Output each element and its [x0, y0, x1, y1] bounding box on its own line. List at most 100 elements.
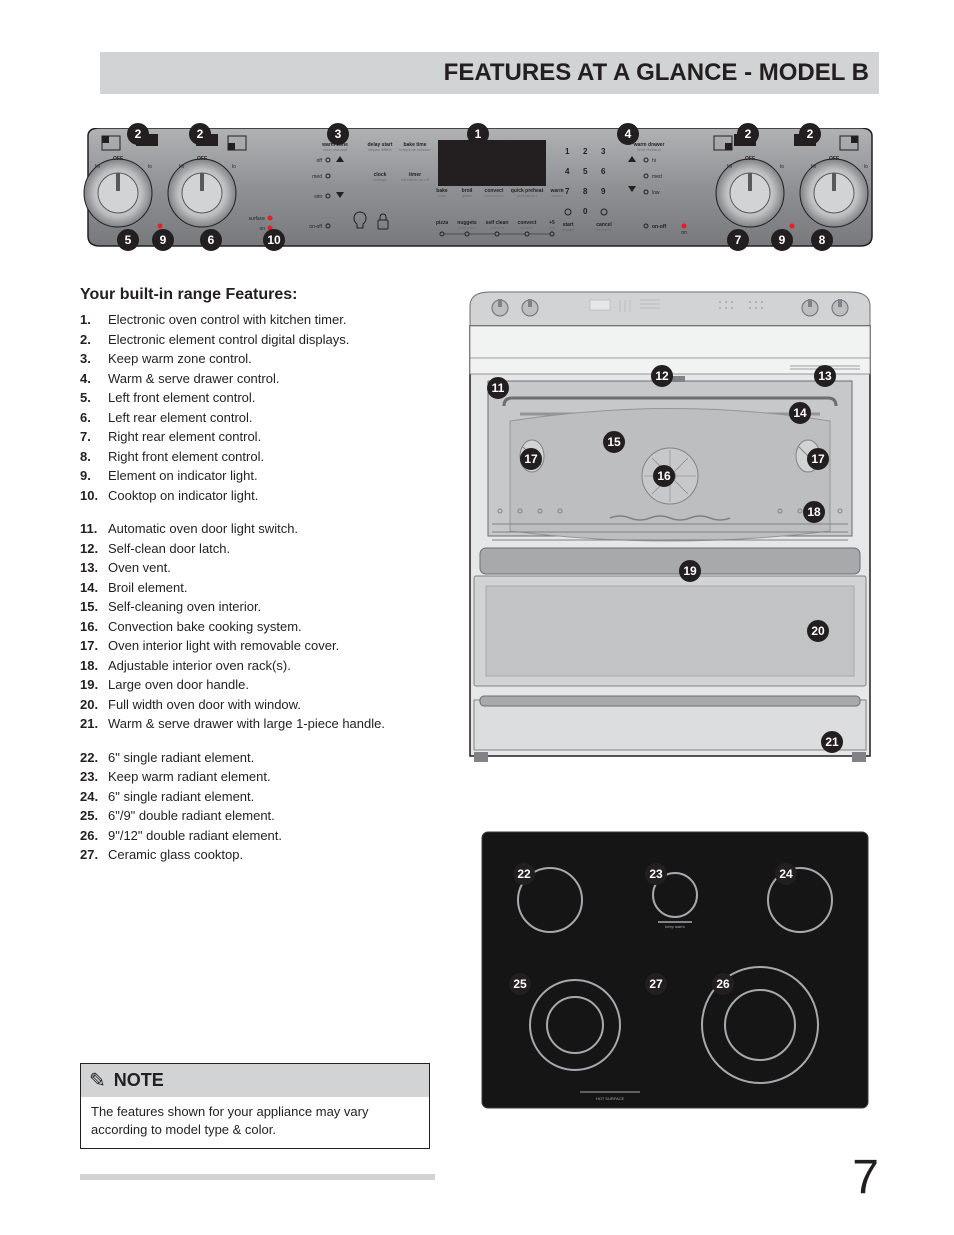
feature-text: Right front element control.: [108, 447, 460, 467]
callout-27: 27: [645, 973, 667, 995]
note-title: NOTE: [114, 1070, 164, 1091]
feature-number: 23.: [80, 767, 108, 787]
svg-text:on: on: [681, 230, 687, 236]
cooktop-diagram: keep warm HOT SURFACE: [480, 830, 870, 1110]
feature-number: 15.: [80, 597, 108, 617]
feature-item: 25.6"/9" double radiant element.: [80, 806, 460, 826]
callout-2: 2: [189, 123, 211, 145]
svg-text:Hi: Hi: [727, 164, 732, 170]
svg-text:3: 3: [601, 147, 606, 156]
feature-text: Self-clean door latch.: [108, 539, 460, 559]
svg-text:croquettes: croquettes: [458, 225, 477, 230]
feature-text: Cooktop on indicator light.: [108, 486, 460, 506]
feature-item: 7.Right rear element control.: [80, 427, 460, 447]
feature-number: 13.: [80, 558, 108, 578]
feature-text: Adjustable interior oven rack(s).: [108, 656, 460, 676]
callout-2: 2: [737, 123, 759, 145]
feature-text: 6"/9" double radiant element.: [108, 806, 460, 826]
feature-item: 21.Warm & serve drawer with large 1-piec…: [80, 714, 460, 734]
feature-item: 23.Keep warm radiant element.: [80, 767, 460, 787]
feature-item: 2.Electronic element control digital dis…: [80, 330, 460, 350]
feature-item: 24.6" single radiant element.: [80, 787, 460, 807]
feature-number: 17.: [80, 636, 108, 656]
feature-number: 20.: [80, 695, 108, 715]
callout-13: 13: [814, 365, 836, 387]
svg-text:1: 1: [565, 147, 570, 156]
feature-item: 20.Full width oven door with window.: [80, 695, 460, 715]
svg-text:surface: surface: [249, 216, 266, 222]
feature-number: 27.: [80, 845, 108, 865]
feature-text: Keep warm zone control.: [108, 349, 460, 369]
svg-text:Hi: Hi: [811, 164, 816, 170]
feature-number: 21.: [80, 714, 108, 734]
svg-text:lo: lo: [232, 164, 236, 170]
feature-text: Electronic oven control with kitchen tim…: [108, 310, 460, 330]
svg-text:8: 8: [583, 187, 588, 196]
feature-item: 4.Warm & serve drawer control.: [80, 369, 460, 389]
svg-text:annuler: annuler: [597, 227, 612, 232]
feature-item: 5.Left front element control.: [80, 388, 460, 408]
feature-item: 13.Oven vent.: [80, 558, 460, 578]
svg-text:hi: hi: [652, 158, 656, 164]
callout-14: 14: [789, 402, 811, 424]
svg-text:Hi: Hi: [179, 164, 184, 170]
svg-text:on-off: on-off: [309, 224, 322, 230]
svg-text:keep warm: keep warm: [665, 924, 685, 929]
feature-number: 4.: [80, 369, 108, 389]
page-title: FEATURES AT A GLANCE - MODEL B: [444, 59, 869, 87]
callout-3: 3: [327, 123, 349, 145]
callout-26: 26: [712, 973, 734, 995]
svg-text:on-off: on-off: [652, 224, 666, 230]
svg-text:6: 6: [601, 167, 606, 176]
feature-item: 8.Right front element control.: [80, 447, 460, 467]
features-heading: Your built-in range Features:: [80, 286, 460, 304]
svg-text:HOT SURFACE: HOT SURFACE: [596, 1096, 625, 1101]
feature-number: 5.: [80, 388, 108, 408]
callout-17: 17: [520, 448, 542, 470]
callout-25: 25: [509, 973, 531, 995]
feature-number: 18.: [80, 656, 108, 676]
svg-text:on: on: [259, 226, 265, 232]
callout-5: 5: [117, 229, 139, 251]
feature-number: 6.: [80, 408, 108, 428]
svg-text:7: 7: [565, 187, 570, 196]
callout-10: 10: [263, 229, 285, 251]
svg-text:convection: convection: [484, 193, 503, 198]
feature-number: 10.: [80, 486, 108, 506]
feature-number: 24.: [80, 787, 108, 807]
feature-text: Electronic element control digital displ…: [108, 330, 460, 350]
callout-9: 9: [771, 229, 793, 251]
feature-text: Large oven door handle.: [108, 675, 460, 695]
feature-item: 17.Oven interior light with removable co…: [80, 636, 460, 656]
svg-text:horloge: horloge: [373, 177, 387, 182]
svg-text:minuterie on-off: minuterie on-off: [401, 177, 430, 182]
callout-8: 8: [811, 229, 833, 251]
callout-16: 16: [653, 465, 675, 487]
svg-text:low: low: [652, 190, 660, 196]
svg-text:préchauffer: préchauffer: [517, 193, 538, 198]
feature-item: 6.Left rear element control.: [80, 408, 460, 428]
feature-text: Warm & serve drawer with large 1-piece h…: [108, 714, 460, 734]
callout-15: 15: [603, 431, 625, 453]
feature-text: Oven vent.: [108, 558, 460, 578]
svg-text:départ différé: départ différé: [368, 147, 392, 152]
control-panel-diagram: OFF OFF OFF OFF Hi lo Hi lo Hi lo Hi lo …: [80, 128, 880, 253]
svg-text:cuire: cuire: [438, 193, 447, 198]
feature-item: 14.Broil element.: [80, 578, 460, 598]
feature-number: 11.: [80, 519, 108, 539]
svg-text:pizza: pizza: [436, 220, 448, 226]
callout-4: 4: [617, 123, 639, 145]
svg-text:5: 5: [583, 167, 588, 176]
callout-2: 2: [127, 123, 149, 145]
feature-number: 25.: [80, 806, 108, 826]
feature-number: 16.: [80, 617, 108, 637]
callout-2: 2: [799, 123, 821, 145]
feature-number: 14.: [80, 578, 108, 598]
callout-21: 21: [821, 731, 843, 753]
feature-number: 2.: [80, 330, 108, 350]
feature-number: 8.: [80, 447, 108, 467]
svg-text:med: med: [652, 174, 662, 180]
feature-item: 27.Ceramic glass cooktop.: [80, 845, 460, 865]
note-header: ✎ NOTE: [81, 1064, 429, 1097]
feature-text: Right rear element control.: [108, 427, 460, 447]
